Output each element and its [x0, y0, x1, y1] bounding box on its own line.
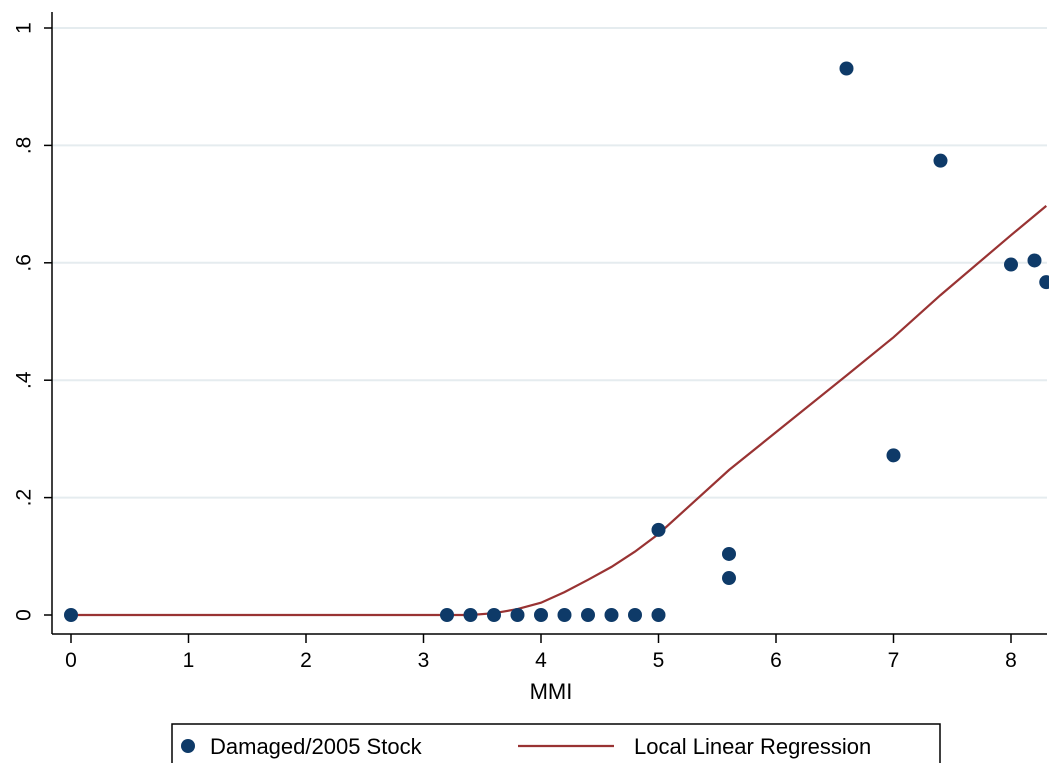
data-point	[487, 608, 501, 622]
legend-label-line: Local Linear Regression	[634, 734, 871, 759]
axes: 0 .2 .4 .6 .8 1 0 1 2 3 4 5 6 7 8	[13, 12, 1047, 672]
x-tick-label: 1	[183, 649, 195, 672]
x-tick-label: 6	[770, 649, 782, 672]
data-point	[463, 608, 478, 622]
data-point	[534, 608, 548, 622]
y-tick-label: .6	[13, 254, 36, 272]
legend-scatter-marker	[181, 739, 195, 753]
x-tick-label: 7	[888, 649, 900, 672]
regression-line	[71, 205, 1048, 617]
data-point	[651, 522, 666, 537]
data-point	[886, 448, 901, 463]
data-point	[628, 608, 642, 622]
y-tick-label: .2	[13, 489, 36, 507]
x-tick-label: 5	[653, 649, 665, 672]
x-axis-title: MMI	[530, 679, 573, 704]
y-tick-label: .4	[13, 371, 36, 389]
data-point	[1027, 253, 1042, 268]
data-point	[557, 608, 572, 622]
y-tick-label: .8	[13, 137, 36, 155]
y-tick-label: 0	[13, 609, 36, 621]
data-point	[839, 61, 854, 76]
data-point	[510, 608, 525, 622]
legend-label-scatter: Damaged/2005 Stock	[210, 734, 423, 759]
data-point	[722, 571, 736, 586]
data-point	[933, 153, 948, 168]
x-tick-label: 2	[300, 649, 312, 672]
x-tick-label: 0	[65, 649, 77, 672]
scatter-points	[64, 61, 1049, 622]
data-point	[64, 608, 78, 622]
legend-box	[171, 723, 941, 763]
regression-line-layer	[71, 205, 1048, 617]
x-tick-label: 4	[535, 649, 547, 672]
x-tick-label: 3	[418, 649, 430, 672]
data-point	[581, 608, 595, 622]
data-point	[651, 608, 666, 622]
data-point	[722, 546, 736, 561]
data-point	[604, 608, 619, 622]
data-point	[1004, 257, 1018, 272]
data-point	[440, 608, 454, 622]
data-point	[1039, 275, 1049, 290]
y-tick-label: 1	[13, 22, 36, 34]
gridlines	[52, 27, 1047, 499]
legend: Damaged/2005 Stock Local Linear Regressio…	[171, 723, 941, 763]
x-tick-label: 8	[1005, 649, 1017, 672]
